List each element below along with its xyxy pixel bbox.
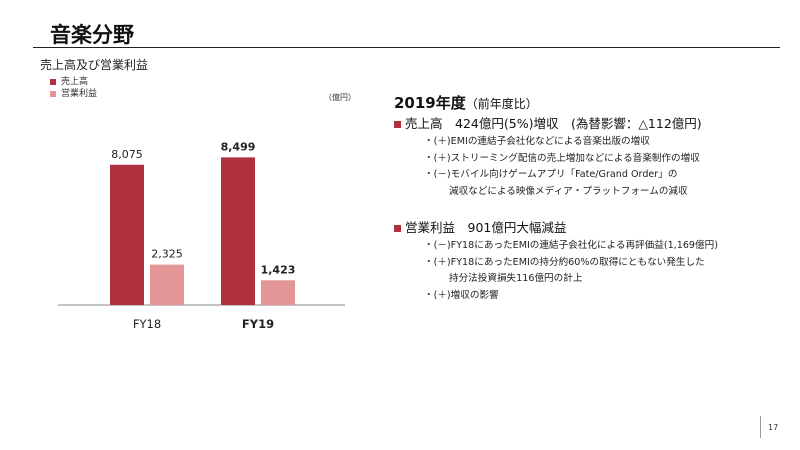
legend-item-operating-income: 営業利益 [50,88,97,100]
operating-income-section-head: 営業利益 901億円大幅減益 [394,218,784,238]
bar-operating-income-fy18 [150,264,184,305]
x-tick-label-fy18: FY18 [133,317,161,331]
sales-item: ・(＋)ストリーミング配信の売上増加などによる音楽制作の増収 [424,152,700,164]
page-number: 17 [768,423,779,432]
sales-item: ・(－)モバイル向けゲームアプリ「Fate/Grand Order」の [424,169,678,180]
chart-legend: 売上高 営業利益 [50,76,97,100]
sales-item-continuation: 減収などによる映像メディア・プラットフォームの減収 [449,185,688,197]
sales-item: ・(＋)EMIの連結子会社化などによる音楽出版の増収 [424,136,650,147]
legend-swatch-operating-income [50,91,56,97]
data-label-operating-income-fy18: 2,325 [151,248,183,261]
summary-heading: 2019年度（前年度比） [394,92,784,114]
operating-income-item: ・(＋)増収の影響 [424,289,499,301]
summary-panel: 2019年度（前年度比） 売上高 424億円(5%)増収 (為替影響：△112億… [394,92,784,304]
chart-unit: （億円） [324,93,356,102]
title-rule [33,47,780,48]
legend-swatch-sales [50,79,56,85]
x-tick-label-fy19: FY19 [242,317,274,331]
operating-income-item-continuation: 持分法投資損失116億円の計上 [449,273,583,284]
operating-income-item: ・(－)FY18にあったEMIの連結子会社化による再評価益(1,169億円) [424,240,718,251]
chart-title: 売上高及び営業利益 [40,58,149,72]
data-label-sales-fy19: 8,499 [221,140,256,153]
bar-operating-income-fy19 [261,280,295,305]
legend-label-sales: 売上高 [61,77,89,87]
legend-item-sales: 売上高 [50,76,97,88]
slide-title: 音楽分野 [50,23,134,47]
summary-heading-year: 2019年度 [394,94,466,112]
page-number-rule [760,416,761,438]
summary-heading-paren: （前年度比） [465,97,538,111]
bullet-square-icon [394,120,401,128]
data-label-operating-income-fy19: 1,423 [261,263,296,276]
sales-section-text: 売上高 424億円(5%)増収 (為替影響：△112億円) [405,116,702,131]
bullet-square-icon [394,224,401,232]
operating-income-section-text: 営業利益 901億円大幅減益 [405,220,567,235]
legend-label-operating-income: 営業利益 [61,89,98,99]
bar-sales-fy18 [110,164,144,305]
sales-section-head: 売上高 424億円(5%)増収 (為替影響：△112億円) [394,114,784,134]
bar-sales-fy19 [221,157,255,305]
operating-income-item: ・(＋)FY18にあったEMIの持分約60%の取得にともない発生した [424,256,705,268]
data-label-sales-fy18: 8,075 [111,148,143,161]
